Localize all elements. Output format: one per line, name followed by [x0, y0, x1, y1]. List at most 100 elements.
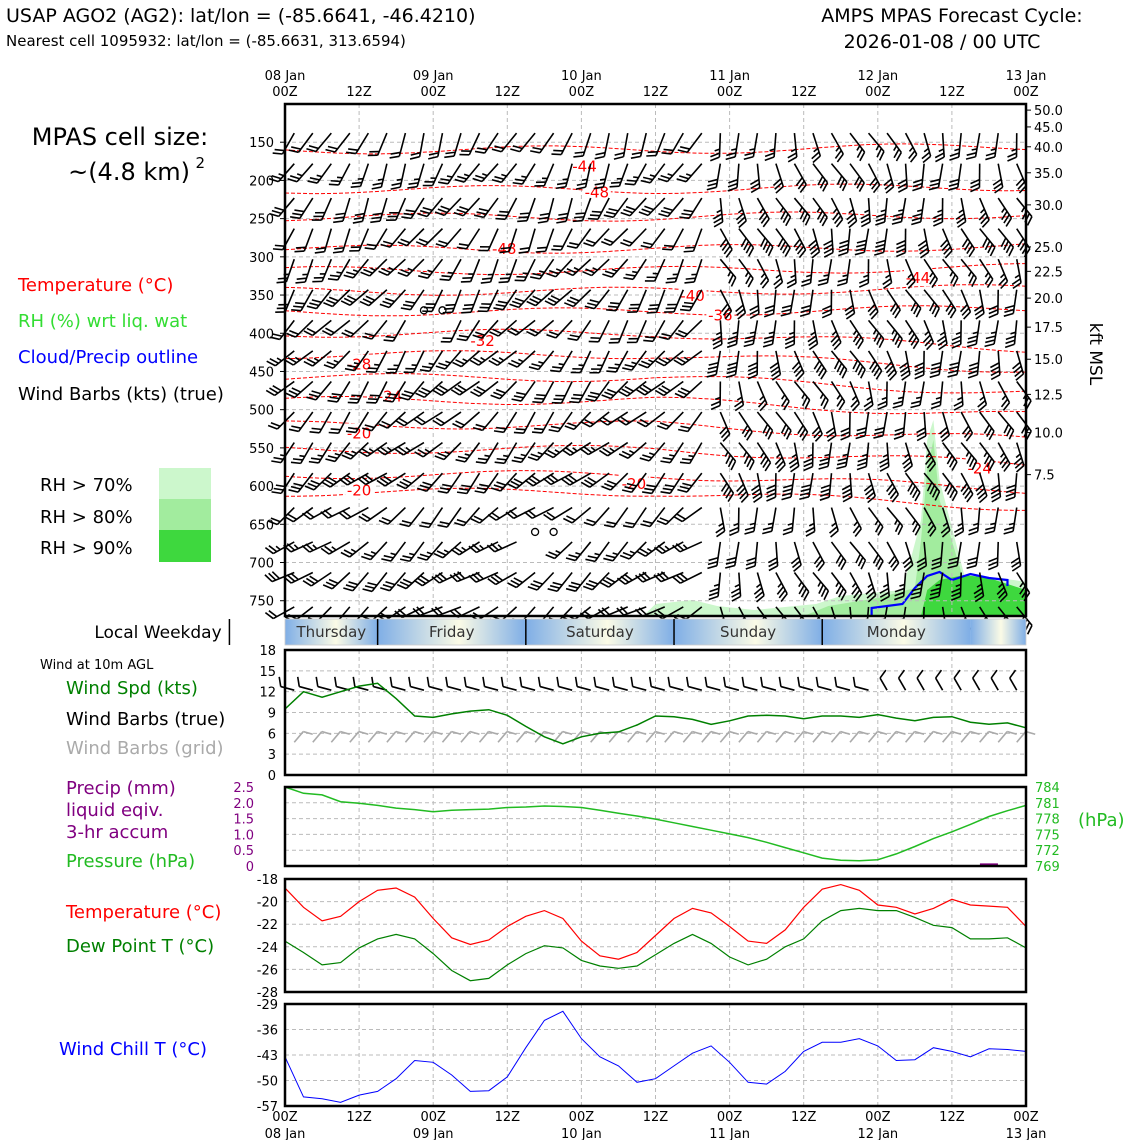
- wind-barb: [793, 572, 810, 601]
- wind-barb: [836, 442, 851, 470]
- bottom-time-label: 12Z: [346, 1110, 372, 1125]
- wind-barb: [756, 442, 772, 472]
- wind-barb: [622, 350, 647, 371]
- wind-barb: [482, 676, 499, 691]
- wind-barb: [975, 472, 988, 504]
- bottom-time-label: 12Z: [939, 1110, 965, 1125]
- top-date-label: 11 Jan: [709, 69, 750, 84]
- wind-barb: [922, 320, 935, 351]
- wind-barb: [648, 676, 665, 691]
- wind-barb: [598, 441, 629, 457]
- wind-barb: [456, 319, 481, 342]
- wind-barb: [320, 541, 351, 555]
- wind-barb: [491, 163, 518, 184]
- wind-barb: [278, 676, 295, 691]
- wind-barb: [371, 163, 388, 190]
- pressure-tick-label: 750: [249, 595, 274, 610]
- wind-barb: [911, 197, 925, 226]
- wind-barb: [710, 133, 722, 162]
- wind-barb: [867, 319, 885, 349]
- wind-barb: [658, 319, 684, 341]
- wind-barb: [290, 197, 314, 220]
- precip-tick-label: 1.0: [233, 828, 254, 843]
- wind-barb: [468, 541, 499, 554]
- wind-barb: [989, 350, 1001, 381]
- wind-barb: [997, 258, 1009, 290]
- wind-barb: [544, 289, 573, 306]
- wind-barb: [475, 442, 499, 464]
- wind-barb: [432, 411, 462, 427]
- wind-barb: [977, 381, 988, 412]
- wind-barb: [992, 163, 1004, 194]
- wind-barb: [551, 132, 573, 156]
- wind-barb: [283, 541, 314, 553]
- wind-barb: [642, 472, 666, 495]
- wind-barb: [306, 380, 332, 401]
- wind-barb: [284, 506, 314, 523]
- wind-barb: [460, 730, 480, 743]
- wind-barb: [542, 472, 573, 486]
- wind-barb: [362, 572, 388, 593]
- wind-barb: [380, 228, 407, 248]
- windchill-label: Wind Chill T (°C): [59, 1039, 207, 1060]
- wind-barb: [646, 132, 666, 157]
- wind-barb: [773, 258, 784, 290]
- wind-barb: [910, 381, 925, 409]
- wind-barb: [438, 163, 462, 185]
- temperature-panel: -18 -20 -22 -24 -26 -28: [257, 873, 1028, 1001]
- wind-barb: [725, 350, 740, 379]
- wind-barb: [572, 197, 592, 223]
- wind-frame: [283, 648, 1028, 777]
- wind-barb: [817, 259, 833, 287]
- wind-barb: [808, 228, 821, 259]
- wind-barb: [884, 350, 898, 381]
- wind-barb: [594, 132, 610, 160]
- wind-barb: [791, 350, 805, 381]
- wind-barb: [741, 676, 758, 691]
- isotherm-label: -24: [378, 388, 403, 406]
- wind-barb: [527, 571, 555, 591]
- wind-barb: [415, 380, 443, 399]
- wind-barb: [598, 411, 629, 426]
- temperature-frame: [283, 877, 1028, 994]
- wind-barb: [606, 289, 629, 312]
- wind-barb: [639, 442, 666, 462]
- wind-barb: [738, 411, 753, 441]
- wind-speed-line: [284, 682, 1027, 745]
- station-title: USAP AGO2 (AG2): lat/lon = (-85.6641, -4…: [6, 5, 476, 27]
- wind-barb: [738, 258, 754, 288]
- height-tick-label: 15.0: [1034, 353, 1063, 368]
- wind-barb: [364, 228, 388, 250]
- wind-barb: [565, 541, 592, 562]
- wind-barb: [988, 289, 1000, 319]
- wind-barb: [712, 320, 723, 350]
- cycle-label: AMPS MPAS Forecast Cycle:: [821, 5, 1082, 27]
- isotherm-label: -44: [572, 158, 597, 176]
- wind-barb: [662, 228, 684, 251]
- wind-barb: [775, 572, 788, 602]
- wind-barb: [309, 411, 333, 434]
- wind-barb: [784, 320, 796, 349]
- wind-barb: [498, 258, 518, 284]
- wind-barb: [897, 669, 907, 691]
- wind-panel: 0 3 6 9 12 15 18: [259, 644, 1036, 784]
- wind-barb: [268, 163, 295, 183]
- wind-barb: [719, 730, 740, 743]
- wind-barb: [511, 381, 536, 402]
- top-date-label: 08 Jan: [265, 69, 306, 84]
- wind-barb: [440, 319, 462, 343]
- wind-barb: [341, 319, 369, 338]
- wind-10m-title: Wind at 10m AGL: [40, 658, 154, 673]
- wind-barb: [588, 319, 610, 343]
- wind-barb: [535, 228, 555, 253]
- wind-barb: [672, 541, 703, 553]
- wind-barb: [1016, 411, 1032, 441]
- wind-barb: [350, 163, 370, 188]
- wind-barb: [288, 472, 314, 493]
- wind-barb: [928, 163, 944, 191]
- wind-barb: [934, 133, 945, 163]
- wind-barb: [434, 197, 462, 217]
- wind-barb: [515, 730, 536, 743]
- legend-barbs: Wind Barbs (kts) (true): [18, 384, 224, 405]
- wind-barb: [979, 258, 994, 288]
